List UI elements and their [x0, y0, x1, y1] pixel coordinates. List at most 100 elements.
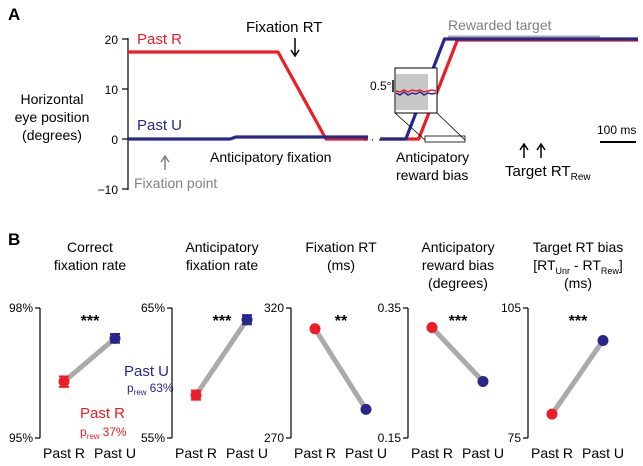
panel-b2-title-line-1: Anticipatory: [185, 239, 258, 255]
panel-b5-title-part-2: Unr: [556, 266, 571, 276]
panel-b4-title-line-1: Anticipatory: [421, 239, 494, 255]
panel-b3-significance: **: [335, 313, 348, 330]
legend-past-r-label: Past R: [80, 405, 125, 422]
target-rt-label-sub: Rew: [571, 172, 592, 183]
trace-label-past-r: Past R: [137, 31, 182, 48]
panel-b1-y-tick-label-bottom: 95%: [9, 431, 33, 445]
panel-b4-title-line-2: reward bias: [422, 257, 494, 273]
target-rt-label: Target RTRew: [505, 163, 591, 183]
panel-b3-point-past-u: [360, 403, 372, 415]
trace-label-past-u: Past U: [137, 117, 182, 134]
panel-a-ylabel-line-3: (degrees): [22, 127, 82, 143]
panel-b1-title-line-2: fixation rate: [54, 257, 127, 273]
panel-b2-point-past-u: [241, 314, 253, 326]
inset-connector-left: [394, 112, 426, 141]
panel-b4-x-label-past-r: Past R: [411, 445, 453, 461]
trace-past-r-segment-1: [128, 50, 368, 141]
legend-past-u-sub: rew: [134, 388, 147, 397]
target-rt-arrow-past-u: [519, 142, 529, 158]
panel-b2-y-tick-label-top: 65%: [141, 301, 165, 315]
panel-b4-significance: ***: [449, 313, 468, 330]
panel-b4-connector-line: [430, 325, 485, 384]
panel-b3-connector-line: [312, 327, 369, 411]
fixation-rt-label: Fixation RT: [246, 19, 322, 36]
panel-b5-connector-line: [549, 339, 606, 416]
inset-source-region: [424, 135, 466, 143]
panel-b4-point-past-r: [426, 322, 438, 333]
panel-b5-significance: ***: [569, 313, 588, 330]
panel-b: Correct fixation rate 98% 95% Past R Past U **…: [9, 239, 624, 461]
panel-b5-y-tick-label-top: 105: [501, 301, 521, 315]
panel-b2-x-label-past-u: Past U: [226, 445, 268, 461]
panel-b5-title-part-5: ]: [619, 257, 623, 273]
panel-b5-title-line-2: [RTUnr - RTRew]: [533, 257, 623, 276]
panel-b3-x-label-past-u: Past U: [345, 445, 387, 461]
panel-b1-title-line-1: Correct: [67, 239, 113, 255]
panel-b4-title-line-3: (degrees): [428, 275, 488, 291]
inset-scale-label: 0.5°: [370, 79, 392, 93]
panel-b4-y-tick-label-top: 0.35: [378, 301, 402, 315]
panel-b5-title-part-3: - RT: [570, 257, 601, 273]
inset-trace-past-r: [395, 89, 437, 93]
panel-b1-connector-line: [62, 336, 117, 384]
panel-b5-title-part-4: Rew: [601, 266, 620, 276]
fixation-point-arrow: [160, 154, 170, 170]
panel-b4-x-label-past-u: Past U: [462, 445, 504, 461]
panel-a-y-tick-label-10: 10: [105, 83, 119, 97]
panel-b1-significance: ***: [81, 313, 100, 330]
panel-b5-y-tick-label-bottom: 75: [508, 431, 522, 445]
panel-b5-title-part-1: [RT: [533, 257, 556, 273]
panel-b1-x-label-past-r: Past R: [43, 445, 85, 461]
panel-b1-point-past-r: [58, 376, 70, 388]
panel-b5-title-line-3: (ms): [564, 275, 592, 291]
panel-b4-point-past-u: [477, 375, 489, 387]
panel-a-letter: A: [8, 5, 20, 24]
fixation-point-label: Fixation point: [134, 175, 217, 191]
panel-a-ylabel-line-2: eye position: [15, 109, 90, 125]
panel-b2-point-past-r: [190, 389, 202, 401]
target-rt-label-main: Target RT: [505, 163, 571, 180]
panel-b-letter: B: [8, 230, 20, 249]
panel-a-y-tick-label-20: 20: [105, 33, 119, 47]
legend-past-u-prew: prew 63%: [127, 381, 174, 397]
panel-a-y-tick-label-0: 0: [111, 133, 118, 147]
anticipatory-reward-bias-line-2: reward bias: [396, 167, 468, 183]
time-scale-label: 100 ms: [597, 123, 636, 137]
panel-b3-title-line-2: (ms): [327, 257, 355, 273]
rewarded-target-label: Rewarded target: [448, 17, 552, 33]
panel-b3-title-line-1: Fixation RT: [305, 239, 377, 255]
inset-connector-right: [436, 112, 466, 141]
legend-past-u-label: Past U: [124, 363, 169, 380]
panel-b2-connector-line: [193, 318, 250, 397]
panel-b2-title-line-2: fixation rate: [186, 257, 259, 273]
panel-b5-point-past-u: [597, 335, 609, 346]
panel-b5-point-past-r: [546, 408, 558, 420]
panel-b2-y-tick-label-bottom: 55%: [141, 431, 165, 445]
panel-b2-x-label-past-r: Past R: [175, 445, 217, 461]
anticipatory-fixation-label: Anticipatory fixation: [210, 149, 331, 165]
anticipatory-reward-bias-line-1: Anticipatory: [396, 149, 469, 165]
panel-b1-y-tick-label-top: 98%: [9, 301, 33, 315]
panel-b3-y-tick-label-top: 320: [264, 301, 284, 315]
panel-a-y-tick-label-neg10: −10: [98, 183, 119, 197]
panel-b3-point-past-r: [309, 323, 321, 335]
legend-past-r-pct: 37%: [103, 425, 127, 439]
legend-past-u-p: p: [127, 381, 134, 395]
inset-trace-past-u: [395, 91, 437, 96]
panel-b4-y-tick-label-bottom: 0.15: [378, 431, 402, 445]
legend-past-r-prew: prew 37%: [80, 425, 127, 441]
legend-past-r-sub: rew: [87, 432, 100, 441]
panel-a-ylabel-line-1: Horizontal: [20, 91, 83, 107]
panel-b1-x-label-past-u: Past U: [94, 445, 136, 461]
panel-b5-x-label-past-r: Past R: [531, 445, 573, 461]
panel-b3-x-label-past-r: Past R: [294, 445, 336, 461]
inset-zoom: 0.5°: [370, 67, 466, 143]
legend-past-r-p: p: [80, 425, 87, 439]
time-break-ellipsis: · · ·: [363, 132, 382, 146]
panel-b2-significance: ***: [213, 313, 232, 330]
trace-past-u-segment-1: [128, 135, 368, 141]
legend-past-u-pct: 63%: [150, 381, 174, 395]
panel-b1-point-past-u: [109, 332, 121, 344]
fixation-rt-arrow: [290, 38, 300, 58]
